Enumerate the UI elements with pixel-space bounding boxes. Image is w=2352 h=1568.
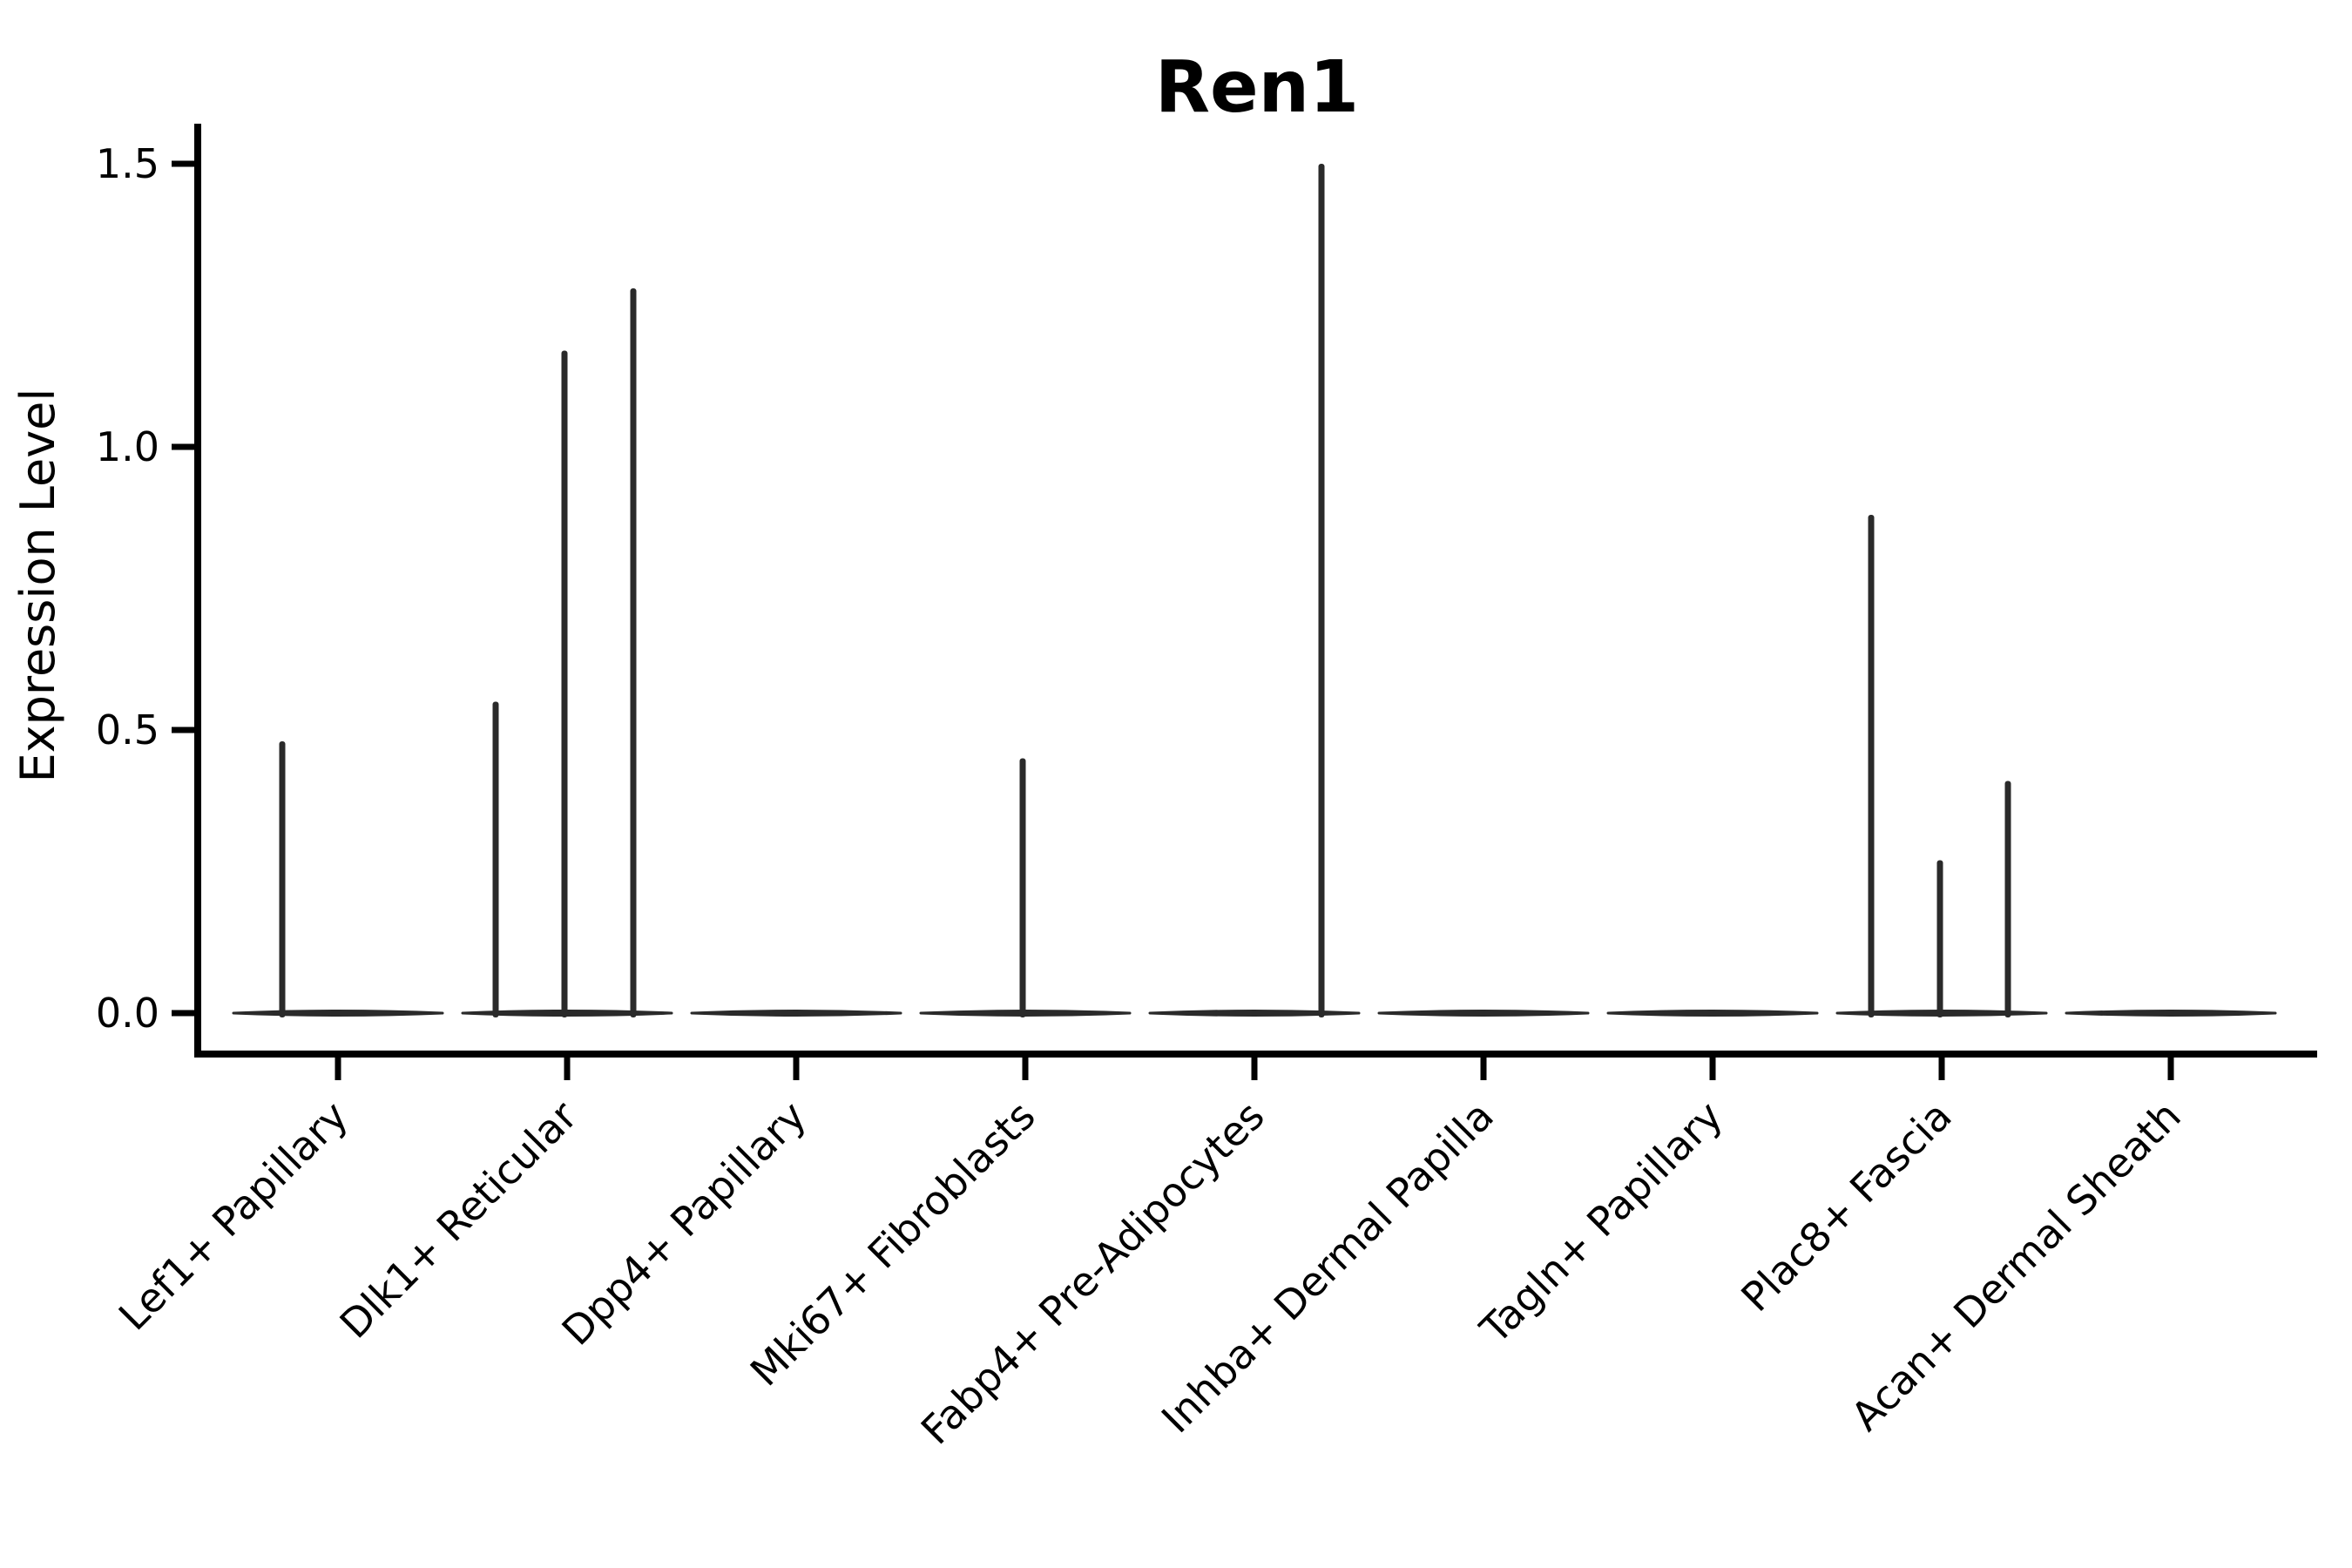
- x-tick-label: Dlk1+ Reticular: [331, 1092, 586, 1348]
- violin-spike: [561, 350, 568, 1017]
- violins-layer: [232, 164, 2277, 1017]
- y-tick-label: 1.5: [96, 140, 159, 187]
- violin-spike: [1318, 164, 1325, 1017]
- y-tick-label: 0.0: [96, 990, 159, 1037]
- x-tick-label: Lef1+ Papillary: [110, 1092, 357, 1340]
- violin-base: [1606, 1010, 1819, 1017]
- violin-spike: [1019, 758, 1026, 1017]
- x-tick-label: Tagln+ Papillary: [1470, 1092, 1732, 1354]
- x-tick-label: Plac8+ Fascia: [1732, 1092, 1960, 1321]
- y-axis: 0.0 0.5 1.0 1.5: [96, 124, 201, 1058]
- violin-spike: [279, 741, 286, 1017]
- violin-spike: [1868, 515, 1875, 1017]
- violin-base: [1377, 1010, 1590, 1017]
- y-tick-label: 1.0: [96, 423, 159, 470]
- violin-spike: [630, 288, 637, 1017]
- violin-base: [2065, 1010, 2277, 1017]
- x-tick-label: Dpp4+ Papillary: [553, 1092, 815, 1355]
- violin-spike: [2004, 781, 2011, 1017]
- chart-title: Ren1: [1155, 46, 1359, 129]
- violin-base: [232, 1010, 444, 1017]
- y-tick-label: 0.5: [96, 706, 159, 754]
- violin-spike: [1936, 860, 1943, 1017]
- violin-base: [1148, 1010, 1361, 1017]
- y-axis-label: Expression Level: [10, 389, 65, 783]
- violin-base: [690, 1010, 902, 1017]
- violin-spike: [492, 701, 499, 1017]
